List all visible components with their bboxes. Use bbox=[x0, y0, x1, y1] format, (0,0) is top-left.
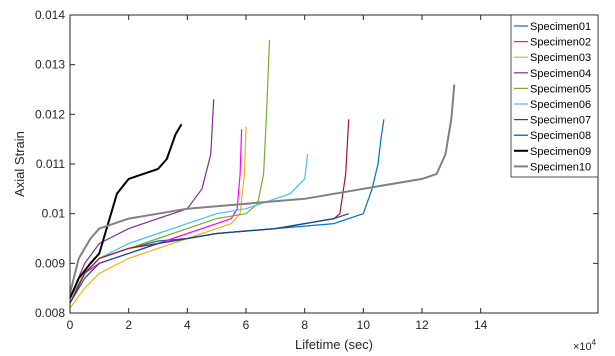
legend-label-specimen03: Specimen03 bbox=[530, 52, 591, 64]
x-tick-label: 8 bbox=[301, 318, 308, 332]
x-exponent-power: 4 bbox=[592, 338, 597, 347]
x-axis-exponent: ×104 bbox=[573, 338, 597, 353]
x-tick-label: 12 bbox=[415, 318, 429, 332]
x-tick-label: 0 bbox=[67, 318, 74, 332]
x-tick-label: 6 bbox=[243, 318, 250, 332]
series-line-specimen02 bbox=[69, 129, 243, 304]
legend-label-specimen07: Specimen07 bbox=[530, 115, 591, 127]
series-line-specimen05 bbox=[69, 39, 271, 299]
legend-label-specimen04: Specimen04 bbox=[530, 68, 591, 80]
series-layer bbox=[69, 39, 456, 309]
series-line-specimen03 bbox=[69, 126, 247, 309]
legend-label-specimen01: Specimen01 bbox=[530, 21, 591, 33]
y-tick-label: 0.012 bbox=[35, 107, 65, 121]
y-tick-label: 0.01 bbox=[42, 207, 66, 221]
x-axis-label: Lifetime (sec) bbox=[295, 337, 373, 352]
legend: Specimen01 Specimen02 Specimen03 Specimen04… bbox=[510, 14, 599, 178]
x-tick-label: 14 bbox=[474, 318, 488, 332]
y-tick-label: 0.008 bbox=[35, 306, 65, 320]
legend-label-specimen10: Specimen10 bbox=[530, 161, 591, 173]
y-tick-label: 0.014 bbox=[35, 8, 65, 22]
y-tick-label: 0.013 bbox=[35, 58, 65, 72]
y-axis-label: Axial Strain bbox=[12, 131, 27, 197]
x-tick-label: 2 bbox=[125, 318, 132, 332]
series-line-specimen04 bbox=[69, 99, 215, 299]
y-tick-label: 0.011 bbox=[36, 157, 65, 171]
y-axis: 0.008 0.009 0.01 0.011 0.012 0.013 0.014 bbox=[35, 8, 598, 320]
y-tick-label: 0.009 bbox=[35, 256, 65, 270]
series-line-specimen09 bbox=[69, 123, 183, 299]
x-tick-label: 4 bbox=[184, 318, 191, 332]
x-axis: 0 2 4 6 8 10 12 14 bbox=[67, 15, 488, 332]
series-line-specimen01 bbox=[69, 119, 385, 304]
legend-label-specimen05: Specimen05 bbox=[530, 83, 591, 95]
x-exponent-base: ×10 bbox=[573, 341, 592, 353]
legend-label-specimen08: Specimen08 bbox=[530, 130, 591, 142]
legend-label-specimen06: Specimen06 bbox=[530, 99, 591, 111]
series-line-specimen08 bbox=[69, 213, 349, 304]
legend-label-specimen02: Specimen02 bbox=[530, 37, 591, 49]
series-line-specimen10 bbox=[69, 84, 456, 294]
legend-label-specimen09: Specimen09 bbox=[530, 146, 591, 158]
x-tick-label: 10 bbox=[357, 318, 371, 332]
